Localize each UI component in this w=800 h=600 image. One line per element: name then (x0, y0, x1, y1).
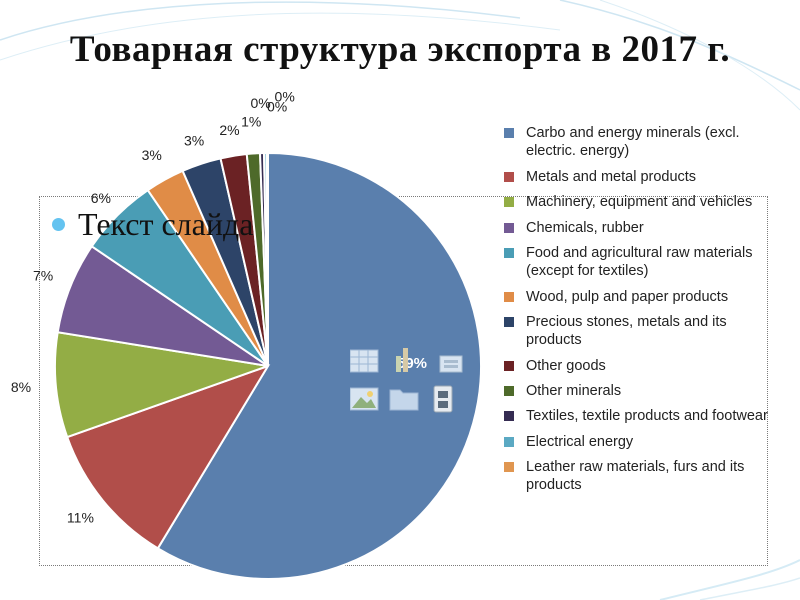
chart-legend: Carbo and energy minerals (excl. electri… (504, 124, 774, 494)
picture-icon[interactable] (350, 387, 379, 411)
placeholder-text[interactable]: Текст слайда (78, 206, 254, 242)
legend-item: Textiles, textile products and footwear (504, 407, 774, 425)
media-icon[interactable] (433, 385, 453, 413)
slide-title: Товарная структура экспорта в 2017 г. (69, 29, 731, 70)
legend-swatch (504, 411, 514, 421)
legend-label: Precious stones, metals and its products (526, 314, 727, 348)
pie-slice (156, 151, 482, 580)
legend-label: Machinery, equipment and vehicles (526, 194, 753, 210)
slice-label: 3% (142, 147, 162, 163)
legend-label: Food and agricultural raw materials (exc… (526, 245, 753, 279)
legend-swatch (504, 386, 514, 396)
legend-item: Leather raw materials, furs and its prod… (504, 458, 774, 494)
slice-label: 11% (67, 510, 94, 526)
slice-label: 0% (267, 99, 287, 115)
slice-label: 0% (251, 95, 271, 111)
pie-slice (265, 151, 269, 367)
table-icon[interactable] (350, 349, 379, 373)
legend-item: Chemicals, rubber (504, 219, 774, 237)
legend-item: Other minerals (504, 382, 774, 400)
legend-swatch (504, 172, 514, 182)
legend-label: Wood, pulp and paper products (526, 289, 729, 305)
legend-label: Textiles, textile products and footwear (526, 408, 768, 424)
insert-content-icons (350, 348, 463, 413)
legend-label: Other goods (526, 358, 606, 374)
slice-label: 0% (275, 89, 295, 105)
legend-swatch (504, 462, 514, 472)
folder-icon[interactable] (389, 389, 419, 411)
slice-label: 1% (241, 113, 261, 129)
legend-swatch (504, 361, 514, 371)
slice-label: 2% (219, 122, 239, 138)
legend-swatch (504, 248, 514, 258)
legend-swatch (504, 317, 514, 327)
slice-label: 6% (91, 190, 111, 206)
legend-item: Food and agricultural raw materials (exc… (504, 244, 774, 280)
bullet-icon (52, 218, 65, 231)
legend-item: Precious stones, metals and its products (504, 313, 774, 349)
chart-icon[interactable] (396, 348, 408, 372)
legend-swatch (504, 223, 514, 233)
legend-label: Leather raw materials, furs and its prod… (526, 459, 745, 493)
legend-label: Electrical energy (526, 434, 634, 450)
legend-swatch (504, 197, 514, 207)
legend-swatch (504, 128, 514, 138)
text-placeholder-frame[interactable] (39, 196, 768, 566)
legend-item: Electrical energy (504, 433, 774, 451)
legend-label: Metals and metal products (526, 169, 697, 185)
slice-label: 3% (184, 133, 204, 149)
legend-swatch (504, 437, 514, 447)
slice-label: 8% (11, 379, 31, 395)
legend-label: Chemicals, rubber (526, 220, 644, 236)
legend-label: Carbo and energy minerals (excl. electri… (526, 125, 740, 159)
legend-label: Other minerals (526, 383, 622, 399)
legend-item: Machinery, equipment and vehicles (504, 193, 774, 211)
legend-item: Other goods (504, 357, 774, 375)
legend-item: Carbo and energy minerals (excl. electri… (504, 124, 774, 160)
pie-slice (65, 364, 271, 550)
smartart-icon[interactable] (439, 355, 463, 373)
legend-item: Wood, pulp and paper products (504, 288, 774, 306)
legend-swatch (504, 292, 514, 302)
slice-label: 7% (33, 267, 53, 283)
legend-item: Metals and metal products (504, 168, 774, 186)
